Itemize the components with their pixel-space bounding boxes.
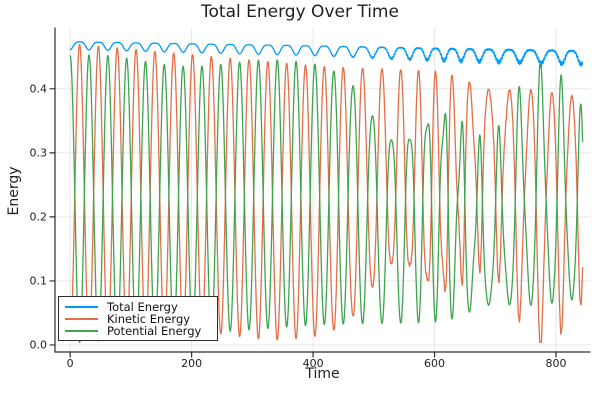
kinetic-energy-line-swatch	[65, 318, 98, 320]
x-axis-label: Time	[305, 366, 340, 382]
x-tick-label: 800	[545, 357, 567, 370]
y-tick-label: 0.3	[29, 146, 48, 160]
chart-title: Total Energy Over Time	[201, 2, 399, 22]
y-tick-label: 0.2	[29, 210, 48, 224]
potential-energy-line-swatch	[65, 330, 98, 332]
legend-label-potential: Potential Energy	[107, 324, 202, 338]
y-tick-label: 0.4	[29, 82, 48, 96]
legend-box: Total Energy Kinetic Energy Potential En…	[58, 296, 218, 341]
total-energy-line-swatch	[65, 306, 98, 308]
legend-label-kinetic: Kinetic Energy	[107, 312, 191, 326]
legend-entry-potential: Potential Energy	[65, 325, 211, 337]
x-tick-label: 400	[302, 357, 324, 370]
x-tick-label: 200	[181, 357, 203, 370]
y-tick-label: 0.1	[29, 274, 48, 288]
x-tick-label: 0	[66, 357, 74, 370]
legend-entry-total: Total Energy	[65, 301, 211, 313]
x-tick-label: 600	[424, 357, 446, 370]
y-tick-label: 0.0	[29, 338, 48, 352]
legend-entry-kinetic: Kinetic Energy	[65, 313, 211, 325]
legend-label-total: Total Energy	[107, 300, 178, 314]
